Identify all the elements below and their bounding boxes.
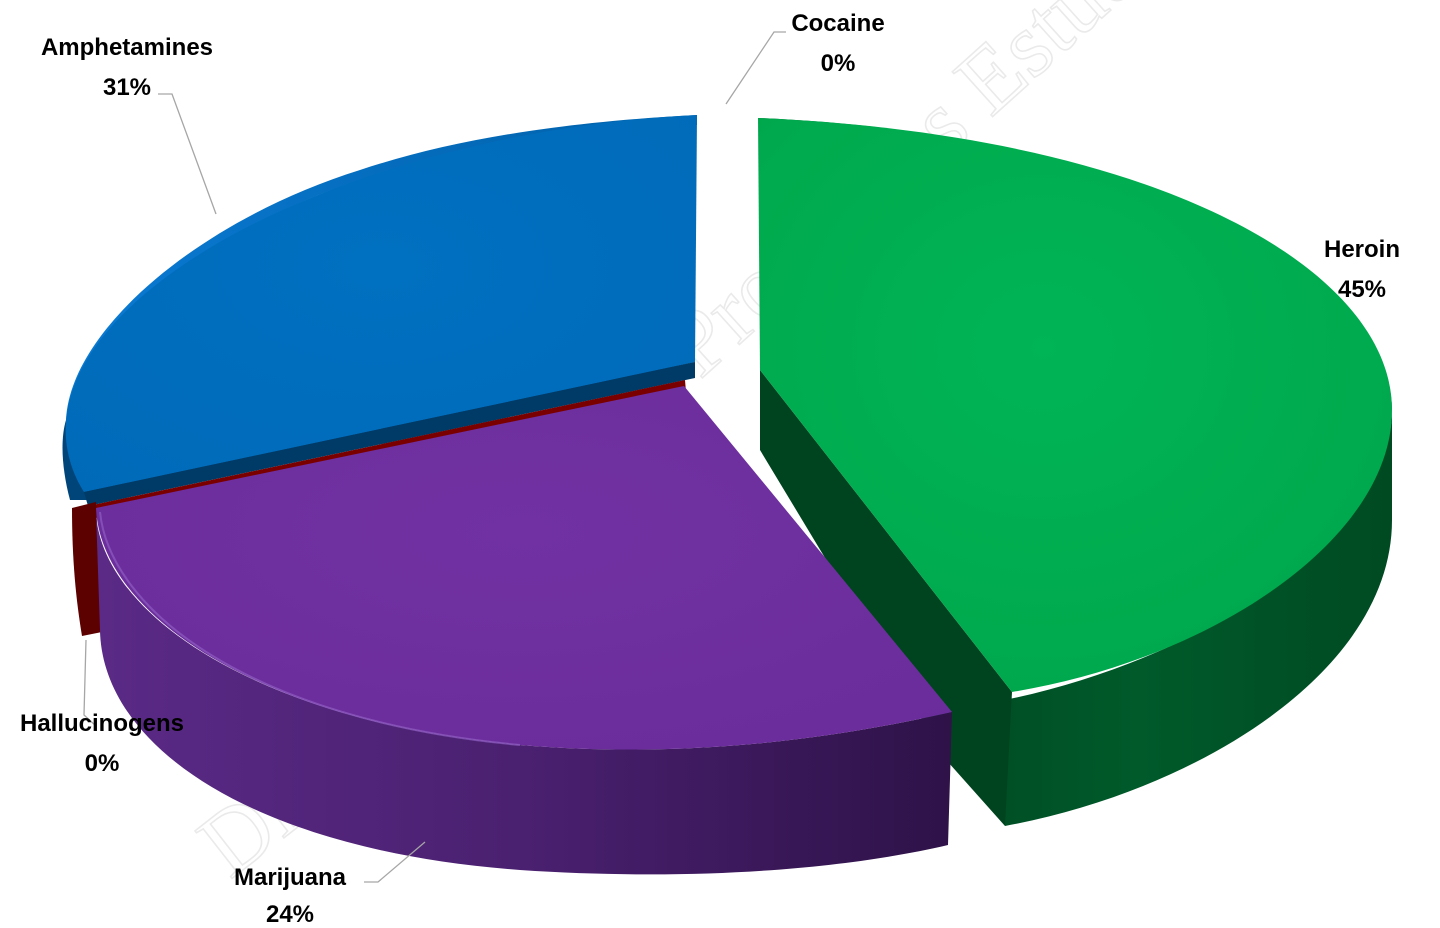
- slice-amphetamines-edge-dark: [84, 362, 695, 506]
- slice-marijuana-top: [96, 386, 952, 750]
- leader-marijuana: [364, 841, 426, 883]
- leader-amphetamines: [158, 93, 217, 215]
- slice-amphetamines[interactable]: [62, 115, 697, 506]
- slice-hallucinogens-side: [72, 502, 102, 636]
- slice-marijuana-side: [96, 512, 952, 875]
- data-labels: Cocaine 0% Amphetamines 31% Heroin 45% H…: [20, 10, 1400, 928]
- leader-hallucinogens: [83, 639, 97, 727]
- label-heroin-name: Heroin: [1324, 236, 1400, 263]
- label-marijuana-name: Marijuana: [234, 864, 347, 891]
- label-cocaine-name: Cocaine: [791, 10, 884, 37]
- label-amphetamines-name: Amphetamines: [41, 34, 213, 61]
- slice-amphetamines-top: [65, 115, 697, 492]
- label-hallucinogens-name: Hallucinogens: [20, 710, 184, 737]
- label-hallucinogens-pct: 0%: [85, 750, 120, 777]
- label-marijuana-pct: 24%: [266, 901, 314, 928]
- leader-lines: [83, 31, 786, 883]
- label-cocaine-pct: 0%: [821, 50, 856, 77]
- label-amphetamines-pct: 31%: [103, 74, 151, 101]
- slice-heroin-top: [758, 118, 1392, 692]
- label-heroin-pct: 45%: [1338, 276, 1386, 303]
- leader-cocaine: [725, 31, 786, 105]
- slice-marijuana[interactable]: [96, 386, 952, 875]
- slice-marijuana-highlight: [99, 511, 521, 746]
- slice-heroin[interactable]: [758, 118, 1392, 826]
